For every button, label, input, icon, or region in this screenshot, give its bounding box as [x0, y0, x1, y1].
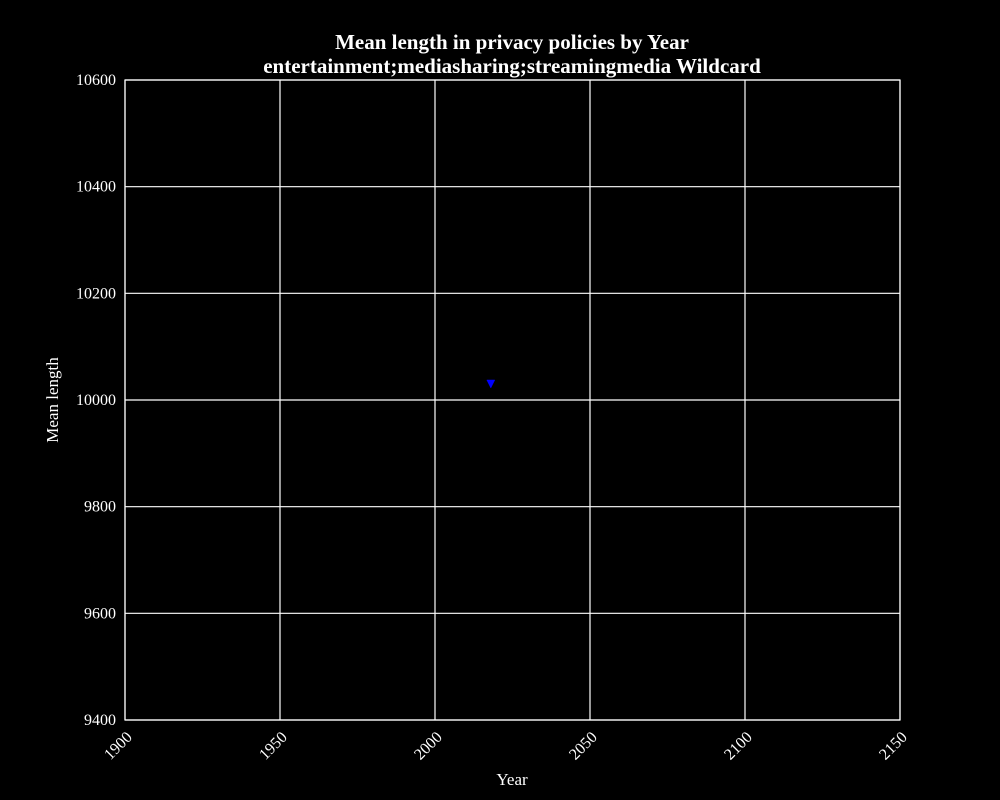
x-axis-label: Year	[496, 770, 528, 789]
chart-subtitle: entertainment;mediasharing;streamingmedi…	[263, 54, 761, 78]
x-tick-label: 2100	[721, 729, 756, 764]
y-axis-ticks: 9400 9600 9800 10000 10200 10400 10600	[76, 72, 116, 729]
x-axis-ticks: 1900 1950 2000 2050 2100 2150	[101, 729, 911, 764]
chart-title: Mean length in privacy policies by Year	[335, 30, 689, 54]
y-tick-label: 10600	[76, 72, 116, 89]
x-tick-label: 1950	[256, 729, 291, 764]
x-tick-label: 1900	[101, 729, 136, 764]
grid-lines	[124, 79, 901, 721]
y-tick-label: 10200	[76, 285, 116, 302]
y-axis-label: Mean length	[43, 357, 62, 443]
data-point	[486, 379, 496, 389]
y-tick-label: 9600	[84, 605, 116, 622]
x-tick-label: 2000	[411, 729, 446, 764]
plot-area-frame	[124, 79, 901, 721]
y-tick-label: 9800	[84, 499, 116, 516]
x-tick-label: 2050	[566, 729, 601, 764]
y-tick-label: 10400	[76, 179, 116, 196]
y-tick-label: 9400	[84, 712, 116, 729]
data-points	[486, 379, 496, 389]
x-tick-label: 2150	[876, 729, 911, 764]
y-tick-label: 10000	[76, 392, 116, 409]
